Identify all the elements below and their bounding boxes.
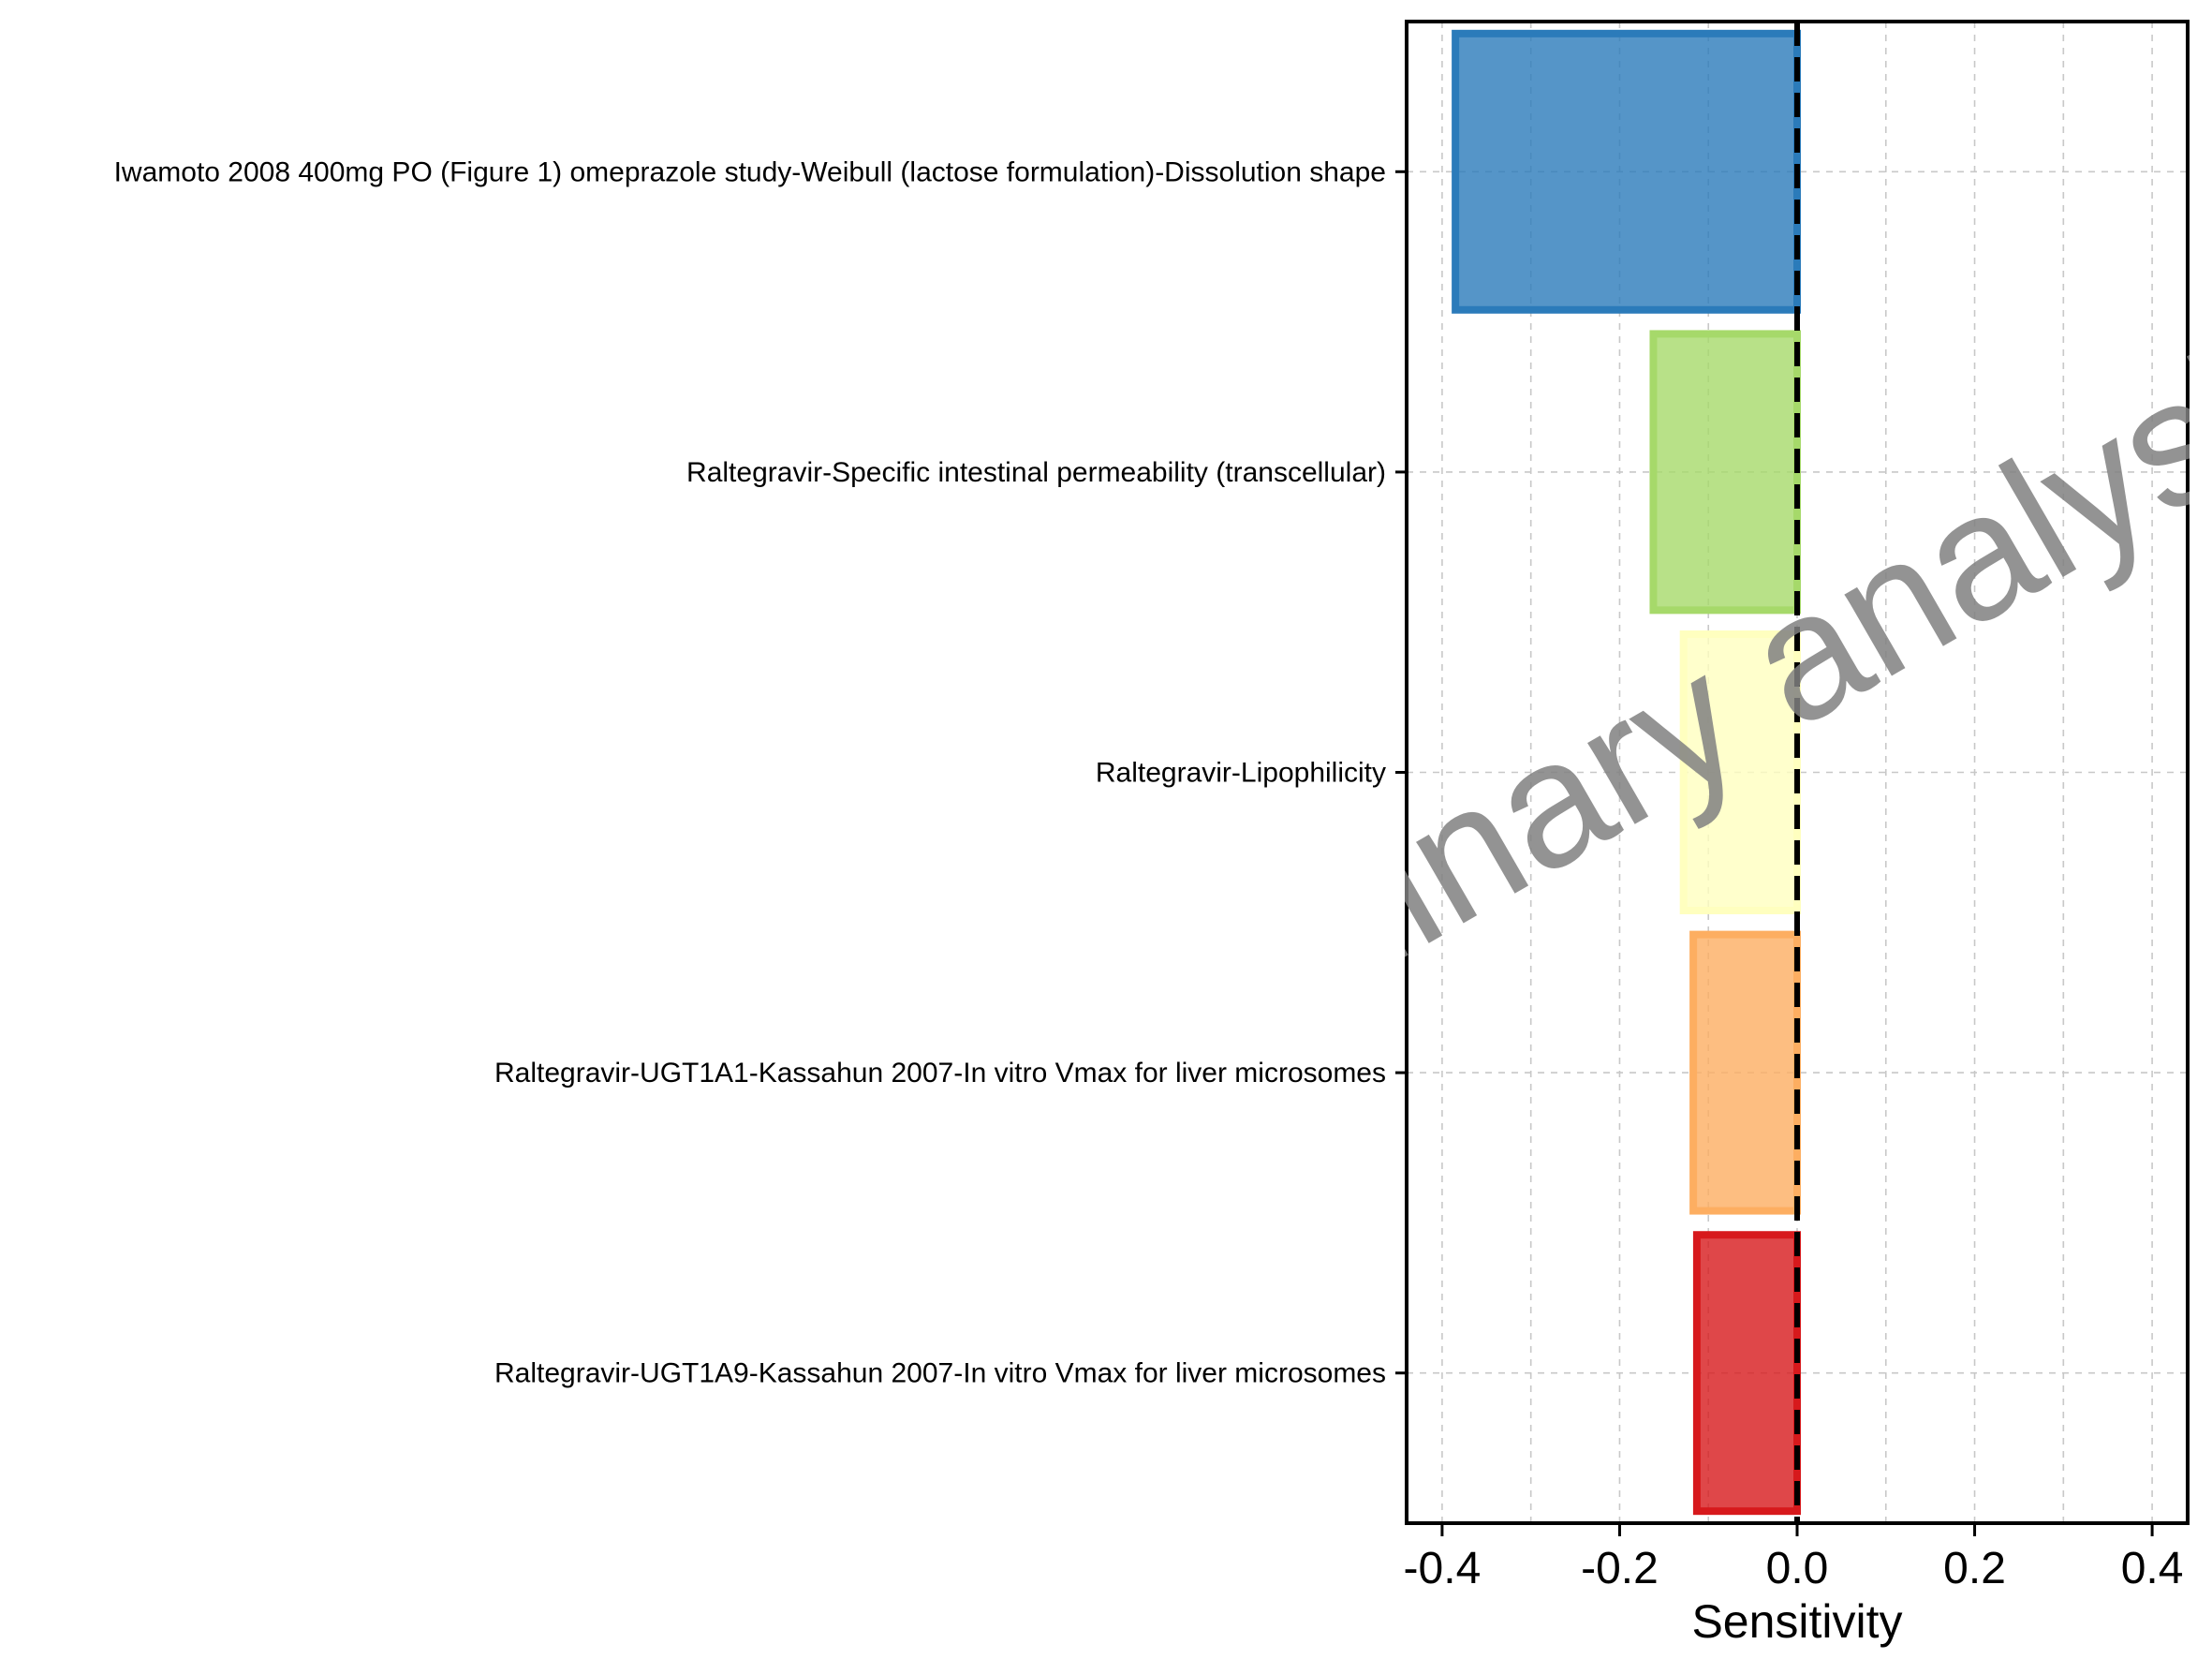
category-label: Raltegravir-UGT1A9-Kassahun 2007-In vitr… bbox=[494, 1358, 1386, 1389]
x-tick-label: -0.4 bbox=[1404, 1544, 1482, 1593]
bar bbox=[1692, 1231, 1802, 1516]
category-label: Raltegravir-Lipophilicity bbox=[1096, 758, 1386, 789]
x-tick-label: 0.4 bbox=[2121, 1544, 2184, 1593]
x-tick-label: -0.2 bbox=[1581, 1544, 1659, 1593]
bar bbox=[1452, 29, 1801, 314]
category-label: Raltegravir-UGT1A1-Kassahun 2007-In vitr… bbox=[494, 1058, 1386, 1089]
x-axis: -0.4 -0.2 0.0 0.2 0.4 bbox=[1404, 1523, 2184, 1593]
bar bbox=[1689, 930, 1802, 1215]
watermark: Preliminary analysis bbox=[902, 272, 2212, 1235]
bar bbox=[1649, 330, 1801, 615]
x-axis-title: Sensitivity bbox=[1691, 1595, 1902, 1648]
y-axis: Iwamoto 2008 400mg PO (Figure 1) omepraz… bbox=[114, 156, 1407, 1389]
bar bbox=[1679, 630, 1802, 914]
category-label: Raltegravir-Specific intestinal permeabi… bbox=[686, 457, 1386, 488]
x-tick-label: 0.0 bbox=[1766, 1544, 1829, 1593]
category-label: Iwamoto 2008 400mg PO (Figure 1) omepraz… bbox=[114, 156, 1386, 187]
x-tick-label: 0.2 bbox=[1943, 1544, 2006, 1593]
